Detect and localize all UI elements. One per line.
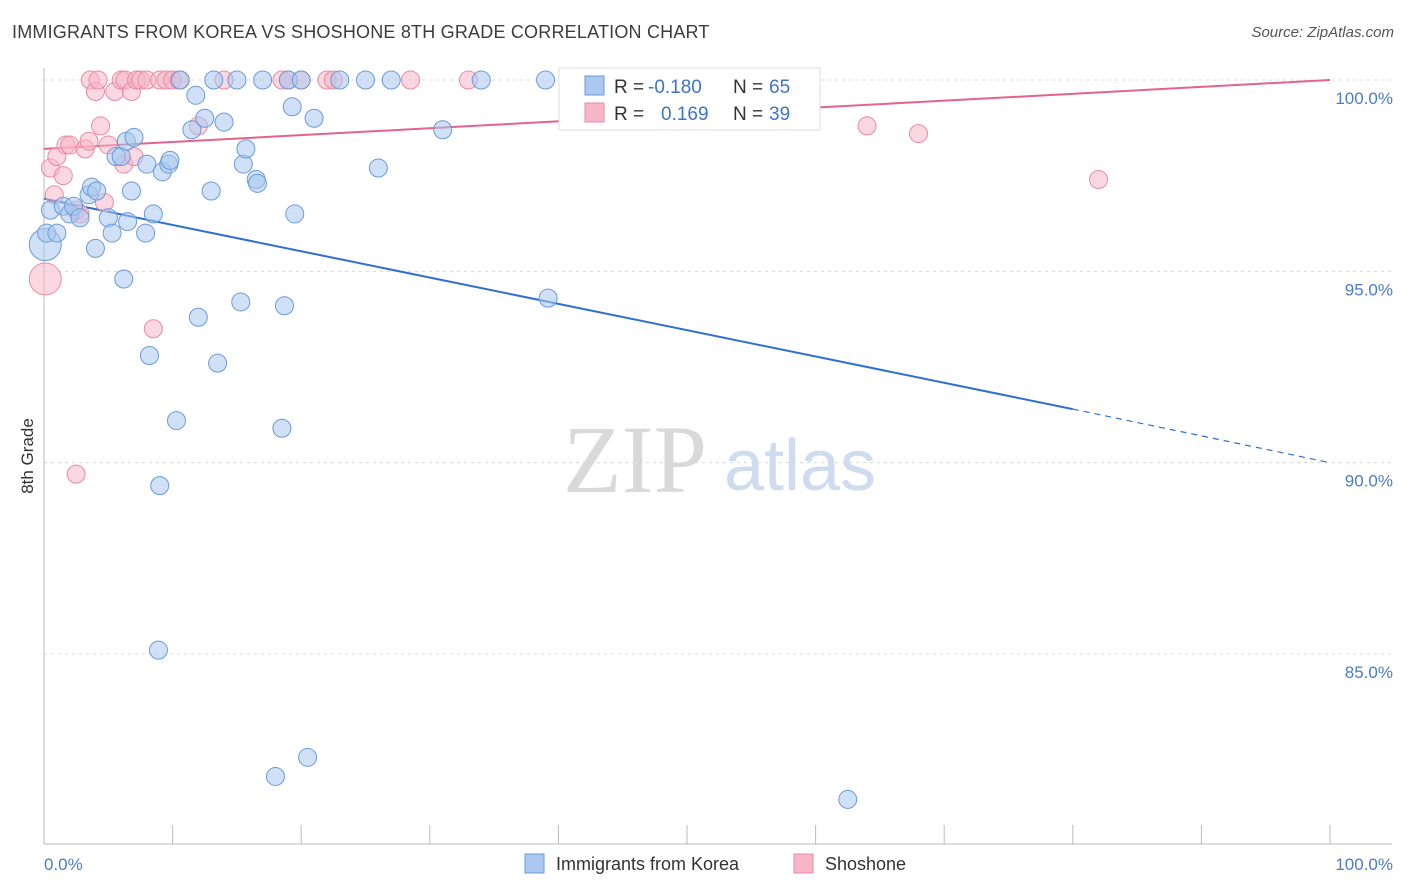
korea-point-55 xyxy=(304,108,324,128)
korea-point-61 xyxy=(471,70,491,90)
korea-point-19 xyxy=(121,181,141,201)
korea-point-45 xyxy=(247,173,267,193)
korea-point-38 xyxy=(208,353,228,373)
korea-point-40 xyxy=(227,70,247,90)
korea-point-22 xyxy=(137,154,157,174)
stats-korea-r-value: -0.180 xyxy=(648,77,702,98)
stats-shoshone-n-label: N = xyxy=(733,104,763,125)
korea-point-39 xyxy=(214,112,234,132)
korea-point-3 xyxy=(47,223,67,243)
series-korea-points xyxy=(28,70,858,809)
korea-point-30 xyxy=(166,411,186,431)
korea-point-60 xyxy=(433,120,453,140)
korea-point-57 xyxy=(356,70,375,90)
korea-point-56 xyxy=(330,70,350,90)
watermark-zip: ZIP xyxy=(563,406,707,513)
shoshone-point-41 xyxy=(908,124,928,144)
stats-shoshone-n-value: 39 xyxy=(769,104,790,125)
korea-point-58 xyxy=(368,158,388,178)
korea-point-36 xyxy=(201,181,221,201)
korea-point-59 xyxy=(381,70,401,90)
axes: 0.0% 100.0% xyxy=(43,68,1393,874)
korea-point-10 xyxy=(85,238,105,258)
korea-point-11 xyxy=(87,181,107,201)
trend-line-korea xyxy=(43,197,1331,464)
korea-point-13 xyxy=(102,223,122,243)
shoshone-point-26 xyxy=(143,319,163,339)
korea-point-54 xyxy=(298,747,318,767)
legend-swatch-shoshone xyxy=(793,853,814,874)
korea-point-31 xyxy=(170,70,190,90)
korea-point-25 xyxy=(148,640,168,660)
shoshone-point-14 xyxy=(91,116,111,136)
korea-point-29 xyxy=(160,150,180,170)
korea-point-7 xyxy=(70,208,90,228)
korea-point-23 xyxy=(139,346,159,366)
korea-point-53 xyxy=(291,70,311,90)
korea-point-34 xyxy=(188,307,208,327)
korea-point-48 xyxy=(272,418,292,438)
chart-source: Source: ZipAtlas.com xyxy=(1251,24,1394,41)
x-tick-label-1: 100.0% xyxy=(1335,855,1393,874)
korea-point-62 xyxy=(536,70,556,90)
watermark: ZIP atlas xyxy=(563,406,876,513)
korea-point-47 xyxy=(265,766,285,786)
shoshone-point-40 xyxy=(857,116,877,136)
korea-point-26 xyxy=(150,476,170,496)
stats-swatch-shoshone xyxy=(584,102,605,123)
korea-point-49 xyxy=(274,296,294,316)
korea-point-24 xyxy=(143,204,163,224)
korea-point-46 xyxy=(253,70,273,90)
korea-point-16 xyxy=(114,269,134,289)
y-tick-label-3: 85.0% xyxy=(1345,663,1393,682)
stats-shoshone-r-label: R = xyxy=(614,104,644,125)
stats-legend: R = -0.180 N = 65 R = 0.169 N = 39 xyxy=(558,67,821,131)
shoshone-point-43 xyxy=(66,464,86,484)
korea-point-33 xyxy=(186,85,206,105)
chart-title: IMMIGRANTS FROM KOREA VS SHOSHONE 8TH GR… xyxy=(12,22,710,42)
y-tick-label-2: 90.0% xyxy=(1345,472,1393,491)
korea-point-43 xyxy=(236,139,256,159)
x-tick-label-0: 0.0% xyxy=(44,855,83,874)
legend-swatch-korea xyxy=(524,853,545,874)
shoshone-point-42 xyxy=(1089,169,1109,189)
trend-korea-dashed xyxy=(1072,408,1331,464)
korea-point-64 xyxy=(838,789,858,809)
shoshone-point-38 xyxy=(401,70,421,90)
stats-korea-n-label: N = xyxy=(733,77,763,98)
legend-label-korea: Immigrants from Korea xyxy=(556,854,740,874)
korea-point-52 xyxy=(285,204,305,224)
shoshone-point-4 xyxy=(53,166,73,186)
y-tick-label-1: 95.0% xyxy=(1345,280,1393,299)
korea-point-32 xyxy=(182,120,202,140)
korea-point-41 xyxy=(231,292,251,312)
korea-point-51 xyxy=(282,97,302,117)
watermark-atlas: atlas xyxy=(724,426,876,506)
bottom-legend: Immigrants from Korea Shoshone xyxy=(524,853,906,874)
stats-swatch-korea xyxy=(584,75,605,96)
stats-shoshone-r-value: 0.169 xyxy=(661,104,709,125)
shoshone-point-10 xyxy=(79,131,99,151)
korea-point-35 xyxy=(195,108,215,128)
shoshone-point-0 xyxy=(28,262,62,296)
legend-label-shoshone: Shoshone xyxy=(825,854,906,874)
korea-point-21 xyxy=(136,223,156,243)
korea-point-63 xyxy=(538,288,558,308)
korea-point-18 xyxy=(118,212,138,232)
trend-korea-solid xyxy=(43,197,1074,411)
shoshone-point-13 xyxy=(88,70,108,90)
y-axis-label: 8th Grade xyxy=(18,418,37,494)
stats-korea-n-value: 65 xyxy=(769,77,790,98)
korea-point-20 xyxy=(124,127,144,147)
korea-point-37 xyxy=(204,70,224,90)
stats-korea-r-label: R = xyxy=(614,77,644,98)
y-tick-label-0: 100.0% xyxy=(1335,89,1393,108)
